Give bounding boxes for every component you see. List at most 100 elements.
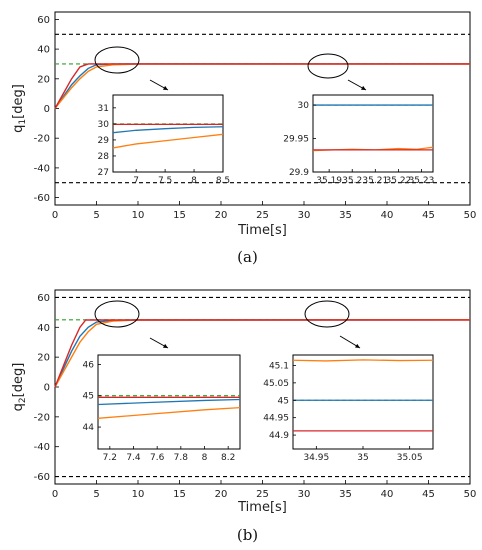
x-tick-label: 40: [381, 489, 394, 500]
inset-data: [98, 395, 240, 419]
y-tick-label: 60: [37, 293, 50, 304]
x-tick-label: 5: [93, 489, 99, 500]
x-tick-label: 45: [422, 489, 435, 500]
inset-y-tick-label: 31: [98, 104, 109, 114]
inset-y-tick-label: 27: [98, 168, 109, 178]
inset-frame: [292, 354, 434, 450]
inset-y-tick-label: 46: [83, 360, 95, 370]
inset-data: [113, 123, 223, 149]
y-axis-label-sub: 2: [18, 397, 28, 403]
x-axis-label: Time[s]: [237, 500, 287, 515]
inset-x-tick-label: 35.05: [397, 453, 423, 463]
series-line-2: [54, 63, 470, 109]
y-axis-label-main: q: [11, 403, 26, 411]
x-tick-label: 50: [464, 489, 477, 500]
inset-x-tick-label: 7.5: [158, 176, 172, 186]
zoom-ellipse: [94, 46, 140, 74]
x-tick-label: 45: [422, 210, 435, 221]
figure-caption: (a): [237, 248, 258, 266]
inset-y-tick-label: 45: [83, 392, 94, 402]
y-tick-label: 0: [44, 383, 50, 394]
x-tick-label: 20: [215, 489, 228, 500]
chart-panel-b: 0 5 10 15 20 25 30 35 40 45 50 -60 -40 -20 0 20 40 60 Time…: [11, 289, 477, 544]
y-tick-label: 20: [37, 353, 50, 364]
inset-x-tick-label: 7.4: [126, 453, 141, 463]
inset-x-tick-label: 8: [202, 453, 208, 463]
inset-data: [313, 104, 433, 152]
inset-y-tick-label: 29.95: [283, 135, 309, 145]
inset-x-tick-label: 7.6: [150, 453, 165, 463]
x-tick-label: 0: [52, 489, 58, 500]
x-tick-label: 0: [52, 210, 58, 221]
inset-series-line-0: [113, 126, 223, 134]
y-tick-label: 0: [44, 104, 50, 115]
x-tick-label: 15: [173, 489, 186, 500]
inset-x-tick-label: 35.21: [362, 176, 388, 186]
inset-x-tick-label: 35.19: [316, 176, 342, 186]
y-tick-label: 60: [37, 15, 50, 26]
inset-series-line-1: [98, 406, 240, 419]
x-tick-label: 50: [464, 210, 477, 221]
x-tick-label: 20: [215, 210, 228, 221]
zoom-ellipse: [94, 300, 140, 328]
inset-x-tick-label: 7.2: [103, 453, 117, 463]
inset-x-tick-label: 35: [357, 453, 368, 463]
y-axis-label-main: q: [11, 125, 26, 133]
inset-frame: [112, 94, 224, 173]
inset-data: [293, 359, 433, 432]
y-tick-label: -60: [34, 193, 50, 204]
zoom-arrow-head: [163, 343, 168, 348]
y-axis-label-unit: [deg]: [11, 363, 26, 398]
inset-x-tick-label: 7: [133, 176, 139, 186]
chart-panel-a: 0 5 10 15 20 25 30 35 40 45 50 -60 -40 -20 0 20 40 60 Time…: [11, 11, 477, 266]
inset-frame: [312, 94, 434, 173]
x-tick-label: 5: [93, 210, 99, 221]
x-tick-label: 30: [298, 210, 311, 221]
inset-x-tick-label: 35.23: [409, 176, 435, 186]
inset-x-tick-label: 34.95: [303, 453, 329, 463]
x-axis-label: Time[s]: [237, 223, 287, 238]
inset-y-tick-label: 45: [278, 396, 289, 406]
inset-x-tick-label: 35.22: [386, 176, 412, 186]
inset-plot-1: 7.2 7.4 7.6 7.8 8 8.2 44 45 46: [83, 354, 241, 463]
zoom-ellipse: [304, 300, 350, 328]
series-line-2: [54, 319, 470, 388]
x-tick-label: 40: [381, 210, 394, 221]
x-tick-label: 35: [339, 210, 352, 221]
inset-y-tick-label: 30: [298, 101, 310, 111]
y-tick-label: -60: [34, 472, 50, 483]
inset-series-line-1: [293, 359, 433, 362]
inset-y-tick-label: 30: [98, 120, 110, 130]
inset-x-tick-label: 35.2: [342, 176, 362, 186]
inset-y-tick-label: 44.95: [263, 414, 289, 424]
zoom-ellipse: [307, 53, 349, 79]
y-axis-label: q2[deg]: [11, 363, 28, 412]
y-tick-label: -40: [34, 163, 50, 174]
y-axis-label-unit: [deg]: [11, 84, 26, 119]
y-tick-label: -40: [34, 442, 50, 453]
inset-y-tick-label: 44: [83, 423, 95, 433]
y-tick-label: 40: [37, 45, 50, 56]
x-tick-label: 25: [256, 489, 269, 500]
zoom-arrow-head: [355, 343, 360, 348]
inset-series-line-1: [113, 133, 223, 149]
inset-x-tick-label: 8: [191, 176, 197, 186]
inset-plot-1: 7 7.5 8 8.5 27 28 29 30 31: [98, 94, 230, 186]
x-tick-label: 10: [132, 210, 145, 221]
inset-y-tick-label: 29: [98, 136, 110, 146]
inset-plot-2: 34.95 35 35.05 44.9 44.95 45 45.05 45.1: [263, 354, 434, 463]
x-tick-label: 15: [173, 210, 186, 221]
y-tick-label: -20: [34, 412, 50, 423]
inset-y-tick-label: 28: [98, 152, 110, 162]
y-tick-label: 40: [37, 323, 50, 334]
y-axis-label: q1[deg]: [11, 84, 28, 133]
inset-y-tick-label: 44.9: [269, 431, 289, 441]
figure-caption: (b): [237, 526, 258, 544]
y-tick-label: -20: [34, 134, 50, 145]
zoom-arrow-head: [163, 85, 168, 90]
x-tick-label: 30: [298, 489, 311, 500]
y-axis-label-sub: 1: [18, 119, 28, 125]
zoom-arrow-head: [361, 85, 366, 90]
